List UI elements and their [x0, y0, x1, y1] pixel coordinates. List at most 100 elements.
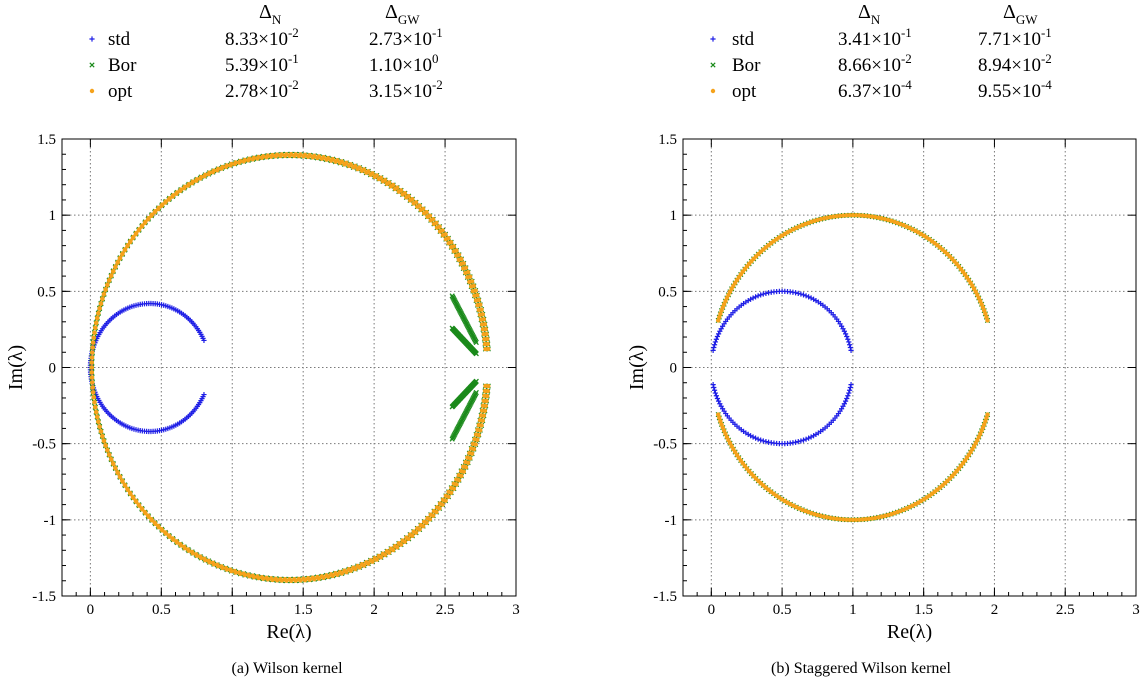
- point-std: [806, 294, 812, 300]
- x-tick-label: 2: [370, 602, 378, 618]
- point-opt: [185, 547, 191, 552]
- point-opt: [425, 516, 430, 521]
- point-opt: [355, 166, 360, 172]
- grid: [62, 139, 516, 596]
- point-opt: [411, 201, 416, 206]
- point-opt: [310, 575, 315, 580]
- point-opt: [456, 473, 461, 478]
- point-opt: [985, 412, 990, 417]
- point-opt: [130, 494, 136, 500]
- point-opt: [139, 506, 145, 511]
- point-opt: [250, 573, 256, 578]
- point-opt: [93, 320, 99, 326]
- point-opt: [454, 477, 459, 482]
- x-tick-label: 0.5: [773, 602, 792, 618]
- point-std: [844, 395, 850, 402]
- point-opt: [342, 568, 347, 573]
- point-opt: [454, 253, 459, 258]
- point-opt: [93, 409, 99, 415]
- point-opt: [480, 403, 486, 408]
- point-opt: [368, 172, 373, 177]
- legend-dgw-opt-exponent: -4: [1041, 77, 1052, 92]
- point-opt: [482, 341, 488, 347]
- point-std: [763, 290, 769, 296]
- legend-dgw-opt-mantissa: 9.55×10: [978, 81, 1041, 102]
- point-opt: [232, 568, 237, 574]
- legend-dn-Bor-exponent: -1: [288, 51, 299, 66]
- point-opt: [115, 469, 120, 475]
- point-opt: [282, 153, 288, 158]
- point-opt: [481, 398, 486, 403]
- point-opt: [122, 482, 128, 488]
- point-opt: [282, 577, 288, 582]
- legend-label-std: std: [108, 29, 131, 50]
- y-tick-label: -1.5: [653, 589, 677, 605]
- point-opt: [415, 526, 420, 531]
- point-opt: [90, 385, 95, 390]
- point-opt: [232, 161, 237, 167]
- point-opt: [202, 174, 207, 179]
- point-opt: [376, 553, 382, 559]
- point-opt: [866, 213, 872, 219]
- point-opt: [301, 576, 306, 581]
- point-opt: [163, 530, 168, 535]
- y-tick-label: -1: [665, 513, 678, 529]
- point-std: [711, 384, 717, 391]
- point-opt: [89, 375, 95, 380]
- point-opt: [93, 325, 98, 331]
- x-tick-label: 1.5: [914, 602, 933, 618]
- legend-label-opt: opt: [108, 81, 133, 102]
- point-std: [847, 344, 853, 351]
- point-opt: [89, 360, 95, 365]
- legend-dn-std: 3.41×10-1: [838, 25, 912, 50]
- point-opt: [198, 554, 203, 559]
- point-opt: [425, 214, 430, 219]
- point-opt: [351, 165, 356, 170]
- point-opt: [840, 213, 846, 218]
- point-std: [201, 391, 207, 398]
- point-opt: [388, 184, 394, 189]
- point-opt: [115, 260, 120, 266]
- point-opt: [480, 327, 486, 332]
- point-opt: [472, 437, 477, 442]
- y-tick-label: 0: [49, 361, 57, 377]
- point-opt: [89, 370, 95, 375]
- point-opt: [446, 240, 451, 246]
- point-std: [763, 439, 769, 445]
- point-opt: [853, 517, 859, 522]
- point-opt: [319, 156, 325, 161]
- legend-dn-opt-mantissa: 2.78×10: [225, 81, 288, 102]
- point-opt: [149, 517, 154, 522]
- point-opt: [120, 252, 125, 257]
- point-opt: [443, 493, 449, 499]
- point-opt: [431, 508, 437, 514]
- point-opt: [476, 422, 481, 428]
- y-tick-label: 1.5: [37, 132, 56, 148]
- point-std: [712, 390, 719, 396]
- point-opt: [166, 533, 172, 538]
- legend-header-delta-gw-subscript: GW: [398, 12, 420, 27]
- x-tick-label: 2.5: [1056, 602, 1075, 618]
- point-opt: [415, 204, 420, 209]
- panel-wilson-kernel: 0 0.5 1 1.5 2 2.5 3 -1.5 -1 -0.5 0 0.5 1 1.5 Re(λ) Im(λ…: [5, 1, 520, 677]
- legend-dn-opt-mantissa: 6.37×10: [838, 81, 901, 102]
- point-opt: [310, 155, 315, 160]
- point-opt: [273, 154, 278, 159]
- point-opt: [117, 474, 123, 479]
- point-opt: [170, 194, 175, 199]
- point-opt: [108, 456, 114, 462]
- point-opt: [319, 574, 325, 579]
- point-opt: [449, 245, 454, 250]
- point-opt: [246, 572, 251, 577]
- x-tick-label: 0.5: [152, 602, 171, 618]
- point-opt: [380, 551, 386, 556]
- point-opt: [273, 576, 278, 581]
- point-opt: [215, 562, 220, 567]
- point-opt: [443, 236, 449, 242]
- point-std: [803, 436, 809, 442]
- point-opt: [125, 243, 130, 249]
- point-std: [800, 437, 807, 443]
- point-opt: [113, 265, 118, 270]
- point-opt: [359, 168, 365, 174]
